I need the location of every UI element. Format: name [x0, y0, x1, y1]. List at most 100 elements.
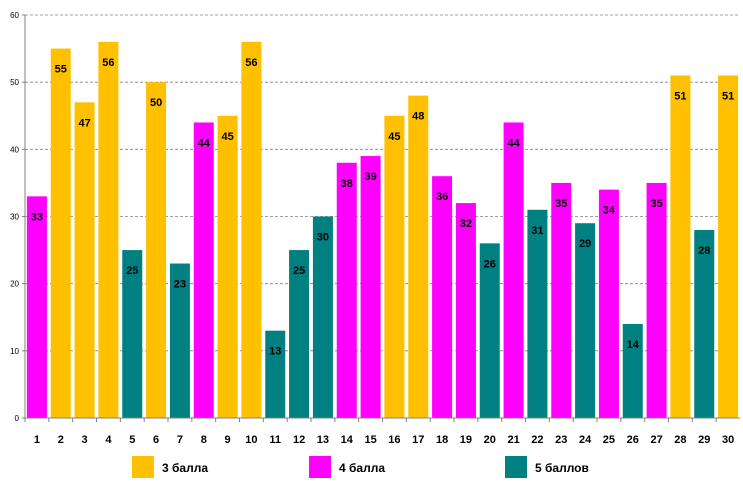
- legend-swatch: [505, 456, 527, 478]
- x-tick-label: 10: [245, 434, 257, 446]
- x-tick-label: 22: [531, 434, 543, 446]
- x-tick-label: 14: [341, 434, 354, 446]
- bar: [551, 182, 572, 418]
- bar-value-label: 39: [364, 171, 376, 183]
- bar: [265, 330, 286, 418]
- bar-value-label: 51: [674, 90, 686, 102]
- bar-value-label: 29: [579, 238, 591, 250]
- x-tick-label: 13: [317, 434, 329, 446]
- bar-value-label: 45: [388, 131, 400, 143]
- legend-item-4: 4 балла: [309, 456, 385, 478]
- bar-value-label: 56: [102, 57, 114, 69]
- bar: [598, 189, 619, 418]
- x-tick-label: 19: [460, 434, 472, 446]
- x-tick-label: 29: [698, 434, 710, 446]
- bar-value-label: 34: [603, 205, 616, 217]
- bar: [408, 95, 429, 418]
- legend-item-5: 5 баллов: [505, 456, 589, 478]
- bar: [74, 102, 95, 419]
- legend-item-3: 3 балла: [132, 456, 208, 478]
- x-tick-label: 12: [293, 434, 305, 446]
- bar: [169, 263, 190, 418]
- bar-value-label: 56: [245, 57, 257, 69]
- data-labels: 33 55 47 56 25 50 23 44 45 56 13 25 30 38 39 45 48 36 32 26…: [31, 57, 734, 358]
- bar-value-label: 13: [269, 346, 281, 358]
- bar: [503, 122, 524, 418]
- y-tick-label: 60: [10, 11, 19, 20]
- bar-value-label: 44: [507, 137, 520, 149]
- bar: [694, 229, 715, 418]
- bar-value-label: 14: [627, 339, 640, 351]
- x-tick-label: 25: [603, 434, 615, 446]
- legend-label: 4 балла: [339, 461, 385, 475]
- y-tick-label: 0: [15, 414, 20, 423]
- bars: [26, 41, 739, 419]
- x-tick-label: 4: [105, 434, 112, 446]
- bar-value-label: 32: [460, 218, 472, 230]
- bar-value-label: 25: [293, 265, 305, 277]
- y-tick-label: 30: [10, 213, 19, 222]
- bar: [289, 250, 310, 418]
- x-tick-label: 21: [507, 434, 519, 446]
- bar-value-label: 50: [150, 97, 162, 109]
- legend: 3 балла 4 балла 5 баллов: [132, 456, 589, 478]
- bar-value-label: 47: [78, 117, 90, 129]
- y-tick-label: 20: [10, 280, 19, 289]
- bar-value-label: 44: [198, 137, 211, 149]
- gridlines: [25, 14, 740, 352]
- bar: [360, 156, 381, 419]
- legend-swatch: [309, 456, 331, 478]
- x-tick-label: 15: [364, 434, 376, 446]
- bar-value-label: 35: [555, 198, 567, 210]
- bar: [646, 182, 667, 418]
- legend-label: 5 баллов: [535, 461, 589, 475]
- bar-value-label: 48: [412, 111, 424, 123]
- x-tick-label: 11: [269, 434, 281, 446]
- bar-value-label: 23: [174, 279, 186, 291]
- bar-value-label: 33: [31, 211, 43, 223]
- bar: [527, 209, 548, 418]
- y-tick-label: 10: [10, 347, 19, 356]
- x-tick-label: 5: [129, 434, 135, 446]
- bar: [336, 162, 357, 418]
- x-tick-label: 6: [153, 434, 159, 446]
- y-tick-label: 40: [10, 145, 19, 154]
- x-tick-label: 30: [722, 434, 734, 446]
- bar: [122, 250, 143, 418]
- x-tick-label: 2: [58, 434, 64, 446]
- bar: [718, 75, 739, 418]
- bar: [26, 196, 47, 418]
- x-tick-label: 28: [674, 434, 686, 446]
- bar: [479, 243, 500, 418]
- bar: [432, 176, 453, 418]
- bar-value-label: 38: [341, 178, 353, 190]
- x-tick-label: 24: [579, 434, 592, 446]
- x-tick-label: 23: [555, 434, 567, 446]
- bar: [146, 82, 167, 419]
- bar-value-label: 26: [484, 258, 496, 270]
- legend-swatch: [132, 456, 154, 478]
- bar-value-label: 31: [531, 225, 543, 237]
- bar: [575, 223, 596, 418]
- bar-value-label: 25: [126, 265, 138, 277]
- x-tick-label: 1: [34, 434, 40, 446]
- x-tick-label: 8: [201, 434, 207, 446]
- bar-value-label: 28: [698, 245, 710, 257]
- legend-label: 3 балла: [162, 461, 208, 475]
- bar: [312, 216, 333, 418]
- bar: [217, 115, 238, 418]
- x-tick-label: 17: [412, 434, 424, 446]
- bar: [670, 75, 691, 418]
- x-tick-label: 7: [177, 434, 183, 446]
- bar: [193, 122, 214, 418]
- x-tick-label: 27: [650, 434, 662, 446]
- bar-value-label: 30: [317, 232, 329, 244]
- y-tick-label: 50: [10, 78, 19, 87]
- x-axis: 1 2 3 4 5 6 7 8 9 10 11 12 13 14 15 16 17 18 19 20 21 22 23 24 2…: [24, 417, 740, 446]
- bar: [384, 115, 405, 418]
- bar: [622, 323, 643, 418]
- bar: [455, 203, 476, 418]
- x-tick-label: 26: [627, 434, 639, 446]
- y-axis: 0 10 20 30 40 50 60: [10, 11, 26, 423]
